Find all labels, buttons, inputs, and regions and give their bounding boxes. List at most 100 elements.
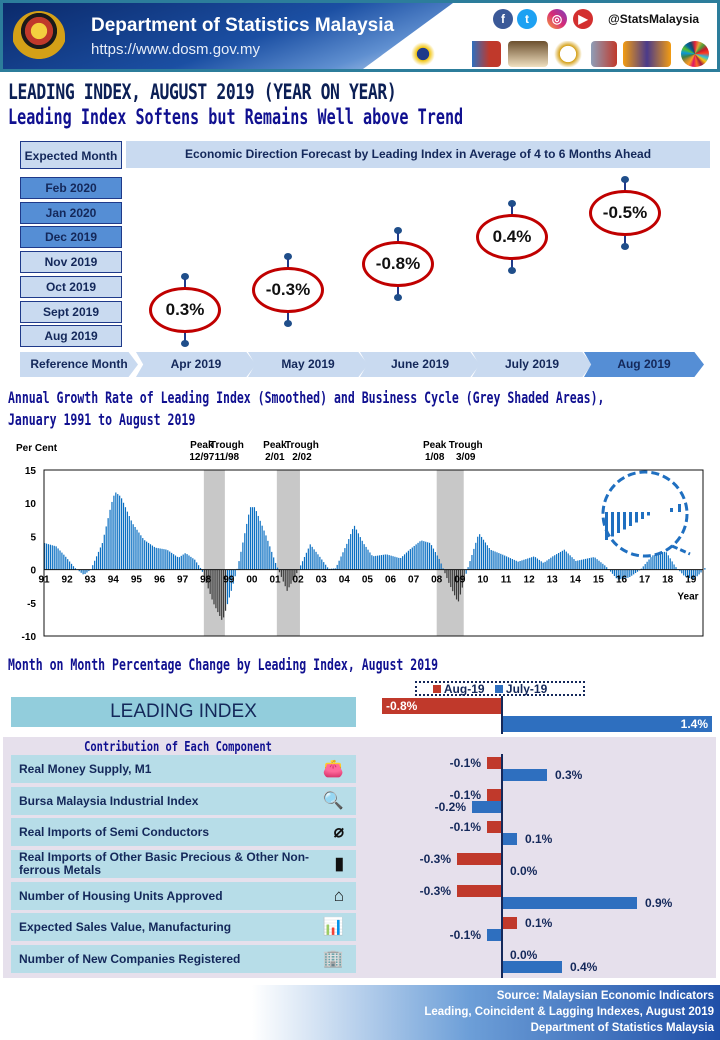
marker-dot-icon [508, 200, 516, 207]
expected-month-header: Expected Month [20, 141, 122, 169]
data-bar [434, 552, 436, 570]
data-bar [611, 569, 614, 574]
data-bar [521, 560, 523, 570]
forecast-value: -0.8% [362, 241, 434, 287]
data-bar [363, 544, 365, 570]
data-bar [444, 569, 446, 574]
component-label: Expected Sales Value, Manufacturing [19, 920, 232, 934]
peak-label: Peak [423, 440, 447, 451]
component-aug-bar [487, 789, 502, 801]
data-bar [409, 549, 411, 570]
youtube-icon[interactable]: ▶ [573, 9, 593, 29]
y-tick-label: 0 [30, 566, 36, 577]
data-bar [121, 498, 123, 570]
data-bar [623, 569, 625, 579]
data-bar [534, 557, 537, 570]
data-bar [423, 541, 425, 570]
data-bar [683, 569, 685, 576]
y-tick-label: -10 [22, 632, 37, 643]
metal-bar-icon: ▮ [334, 854, 344, 873]
reference-month-cell: June 2019 [360, 352, 480, 377]
data-bar [461, 569, 463, 588]
data-bar [273, 557, 275, 570]
data-bar [371, 555, 373, 570]
x-tick-label: 12 [524, 575, 536, 586]
data-bar [559, 551, 562, 570]
marker-dot-icon [621, 243, 629, 250]
data-bar [538, 559, 540, 570]
data-bar [496, 552, 498, 570]
data-bar [223, 569, 225, 618]
data-bar [192, 558, 194, 570]
data-bar [542, 562, 544, 570]
data-bar [492, 550, 494, 570]
data-bar [188, 555, 190, 570]
data-bar [634, 569, 637, 574]
data-bar [506, 556, 508, 570]
marker-dot-icon [394, 294, 402, 301]
marker-stem [287, 311, 289, 321]
contribution-title: Contribution of Each Component [84, 740, 272, 755]
data-bar [573, 559, 575, 570]
data-bar [617, 569, 619, 580]
data-bar [317, 554, 319, 570]
data-bar [388, 555, 390, 570]
data-bar [248, 514, 250, 570]
data-bar [226, 569, 229, 605]
data-bar [251, 507, 254, 570]
trough-date: 3/09 [456, 452, 476, 463]
data-bar [278, 569, 281, 573]
instagram-icon[interactable]: ◎ [547, 9, 567, 29]
data-bar [57, 548, 59, 570]
data-bar [700, 569, 702, 573]
data-bar [627, 569, 629, 578]
zoom-bar [635, 512, 638, 523]
data-bar [74, 568, 76, 570]
data-bar [45, 543, 48, 570]
data-bar [475, 542, 477, 570]
social-handle: @StatsMalaysia [608, 12, 700, 26]
data-bar [284, 569, 286, 587]
data-bar [167, 550, 169, 570]
data-bar [280, 569, 282, 577]
component-aug-bar [457, 885, 502, 897]
data-bar [402, 556, 404, 570]
data-bar [113, 495, 115, 570]
component-label: Real Imports of Semi Conductors [19, 825, 210, 839]
data-bar [49, 544, 51, 570]
component-label: Number of Housing Units Approved [19, 889, 223, 903]
data-bar [119, 495, 121, 570]
x-tick-label: 07 [408, 575, 420, 586]
reference-month-cell: Apr 2019 [136, 352, 256, 377]
data-bar [621, 569, 623, 579]
data-bar [556, 554, 558, 570]
y-axis-label: Per Cent [16, 443, 58, 454]
data-bar [176, 556, 179, 570]
marker-dot-icon [284, 320, 292, 327]
data-bar [348, 539, 350, 570]
data-bar [469, 561, 471, 570]
data-bar [232, 569, 234, 584]
growth-chart-title-line1: Annual Growth Rate of Leading Index (Smo… [8, 388, 604, 407]
data-bar [467, 567, 469, 570]
marker-stem [397, 233, 399, 243]
data-bar [519, 560, 521, 570]
growth-rate-chart: Per Cent Peak12/97Trough11/98Peak2/01Trou… [16, 440, 706, 643]
peak-label: Peak [263, 440, 287, 451]
expected-month-cell: Oct 2019 [20, 275, 122, 298]
data-bar [88, 569, 90, 572]
data-bar [438, 558, 440, 570]
data-bar [529, 557, 531, 570]
data-bar [523, 559, 525, 570]
twitter-icon[interactable]: t [517, 9, 537, 29]
x-tick-label: 08 [431, 575, 443, 586]
data-bar [561, 550, 564, 570]
plot-frame [43, 469, 704, 637]
expected-month-cell: Nov 2019 [20, 251, 122, 274]
x-tick-label: 10 [477, 575, 489, 586]
data-bar [78, 569, 80, 572]
website-link[interactable]: https://www.dosm.gov.my [91, 41, 260, 58]
data-bar [396, 557, 398, 570]
data-bar [95, 556, 98, 570]
facebook-icon[interactable]: f [493, 9, 513, 29]
